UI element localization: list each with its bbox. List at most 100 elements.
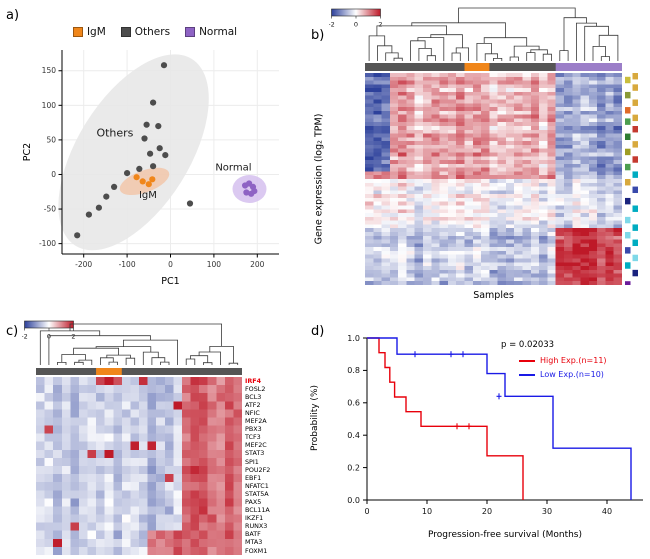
heatmap-cells <box>365 73 622 285</box>
km-legend-label: High Exp.(n=11) <box>540 356 607 365</box>
gene-label-runx3: RUNX3 <box>245 522 268 531</box>
expression-heatmap-b <box>365 73 622 285</box>
gene-label-nfatc1: NFATC1 <box>245 481 269 490</box>
svg-text:Normal: Normal <box>215 162 251 173</box>
panel-c-heatmap: c) -202 IRF4FOSL2BCL3ATF2NFICMEF2APBX3TC… <box>0 318 305 559</box>
color-scale-b: -2 0 2 <box>329 8 383 29</box>
legend-swatch <box>185 27 196 37</box>
km-curve-low <box>367 337 632 500</box>
svg-text:-200: -200 <box>75 260 92 269</box>
gene-label-mta3: MTA3 <box>245 538 263 547</box>
svg-text:0: 0 <box>364 507 369 516</box>
svg-text:0.4: 0.4 <box>347 431 360 440</box>
gene-label-bcl11a: BCL11A <box>245 506 270 515</box>
svg-text:-2: -2 <box>22 333 28 341</box>
svg-text:-2: -2 <box>329 21 335 29</box>
cluster-ellipses <box>58 54 267 251</box>
gene-label-spi1: SPI1 <box>245 457 259 466</box>
gene-label-foxm1: FOXM1 <box>245 546 268 555</box>
km-curve-high <box>367 337 524 500</box>
svg-text:-100: -100 <box>119 260 136 269</box>
gene-label-stat5a: STAT5A <box>245 489 269 498</box>
column-dendrogram-b <box>368 7 619 61</box>
gene-label-fosl2: FOSL2 <box>245 384 266 393</box>
p-value-text: p = 0.02033 <box>501 340 555 350</box>
pca-plot: -200 -100 0 100 200 -100 -50 0 50 100 150 PC1 PC2 Oth… <box>22 50 279 287</box>
svg-text:200: 200 <box>250 260 265 269</box>
panel-d-survival: d) 0 10 20 30 40 0.0 0.2 0.4 0.6 0.8 1.0 p = 0.020… <box>305 318 650 559</box>
km-legend-line <box>519 373 535 376</box>
panel-d-label: d) <box>311 324 325 339</box>
svg-text:-50: -50 <box>44 205 56 214</box>
svg-text:IgM: IgM <box>139 190 157 201</box>
svg-text:PC1: PC1 <box>161 276 179 287</box>
column-annotation-bar <box>365 63 622 71</box>
svg-text:PC2: PC2 <box>22 143 33 161</box>
km-legend: High Exp.(n=11) Low Exp.(n=10) <box>519 356 607 379</box>
heatmap-x-axis-label: Samples <box>473 290 514 301</box>
svg-text:Others: Others <box>96 126 133 139</box>
km-legend-label: Low Exp.(n=10) <box>540 370 604 379</box>
km-plot: 0 10 20 30 40 0.0 0.2 0.4 0.6 0.8 1.0 <box>347 334 643 516</box>
legend-label: Others <box>134 26 171 38</box>
column-annotation-bar <box>36 368 242 375</box>
heatmap-cells <box>36 377 242 555</box>
svg-text:-100: -100 <box>39 239 56 248</box>
legend-item-normal: Normal <box>185 26 237 38</box>
gene-label-irf4: IRF4 <box>245 376 262 385</box>
row-annotation-marks <box>625 73 638 285</box>
gene-label-nfic: NFIC <box>245 409 260 417</box>
pca-axes: -200 -100 0 100 200 -100 -50 0 50 100 150 PC1 PC2 <box>22 50 279 287</box>
km-legend-line <box>519 359 535 362</box>
panel-b-heatmap: b) -2 0 2 Gene expression (log₂ TPM) Sampl… <box>305 2 650 318</box>
gene-label-ebf1: EBF1 <box>245 473 262 482</box>
svg-text:100: 100 <box>207 260 222 269</box>
legend-label: IgM <box>86 26 106 38</box>
panel-a-pca: a) IgM Others Normal -200 -100 0 100 200 -100 -5… <box>0 0 305 318</box>
svg-text:0: 0 <box>51 170 56 179</box>
sample-group-bar-c <box>36 368 242 375</box>
gene-label-stat3: STAT3 <box>245 449 265 458</box>
legend-item-igm: IgM <box>72 26 106 38</box>
column-dendrogram-c <box>39 323 239 365</box>
gene-label-atf2: ATF2 <box>245 400 261 409</box>
dendrogram-lines <box>39 323 239 365</box>
cluster-labels: Others IgM Normal <box>96 126 251 201</box>
dendrogram-lines <box>368 7 619 61</box>
legend-swatch <box>72 27 83 37</box>
sample-group-bar-b <box>365 63 622 71</box>
km-legend-item: Low Exp.(n=10) <box>519 370 607 379</box>
svg-text:2: 2 <box>71 333 75 341</box>
km-axes: 0 10 20 30 40 0.0 0.2 0.4 0.6 0.8 1.0 <box>347 334 643 516</box>
svg-text:0.2: 0.2 <box>347 463 360 472</box>
svg-text:40: 40 <box>602 507 612 516</box>
svg-text:0.6: 0.6 <box>347 399 360 408</box>
km-legend-item: High Exp.(n=11) <box>519 356 607 365</box>
gene-label-pou2f2: POU2F2 <box>245 465 271 474</box>
km-x-axis-label: Progression-free survival (Months) <box>427 530 582 540</box>
gene-label-pbx3: PBX3 <box>245 425 262 434</box>
pca-legend: IgM Others Normal <box>30 26 280 38</box>
heatmap-y-axis-label: Gene expression (log₂ TPM) <box>313 113 325 245</box>
row-annotation-strip-b <box>625 73 638 285</box>
km-y-axis-label: Probability (%) <box>310 384 320 452</box>
legend-label: Normal <box>199 26 238 38</box>
gene-label-ikzf1: IKZF1 <box>245 514 264 523</box>
legend-item-others: Others <box>120 26 171 38</box>
svg-text:0.8: 0.8 <box>347 366 360 375</box>
panel-b-label: b) <box>311 28 325 43</box>
expression-heatmap-c <box>36 377 242 555</box>
gene-label-mef2a: MEF2A <box>245 417 267 426</box>
gene-label-bcl3: BCL3 <box>245 392 262 401</box>
gene-label-mef2c: MEF2C <box>245 441 267 450</box>
svg-text:0.0: 0.0 <box>347 496 360 505</box>
gene-label-pax5: PAX5 <box>245 498 262 506</box>
svg-text:30: 30 <box>542 507 552 516</box>
pca-points <box>74 62 258 239</box>
svg-text:20: 20 <box>482 507 492 516</box>
svg-text:150: 150 <box>42 66 57 75</box>
svg-text:10: 10 <box>422 507 432 516</box>
panel-c-label: c) <box>6 324 19 339</box>
svg-text:100: 100 <box>42 101 57 110</box>
